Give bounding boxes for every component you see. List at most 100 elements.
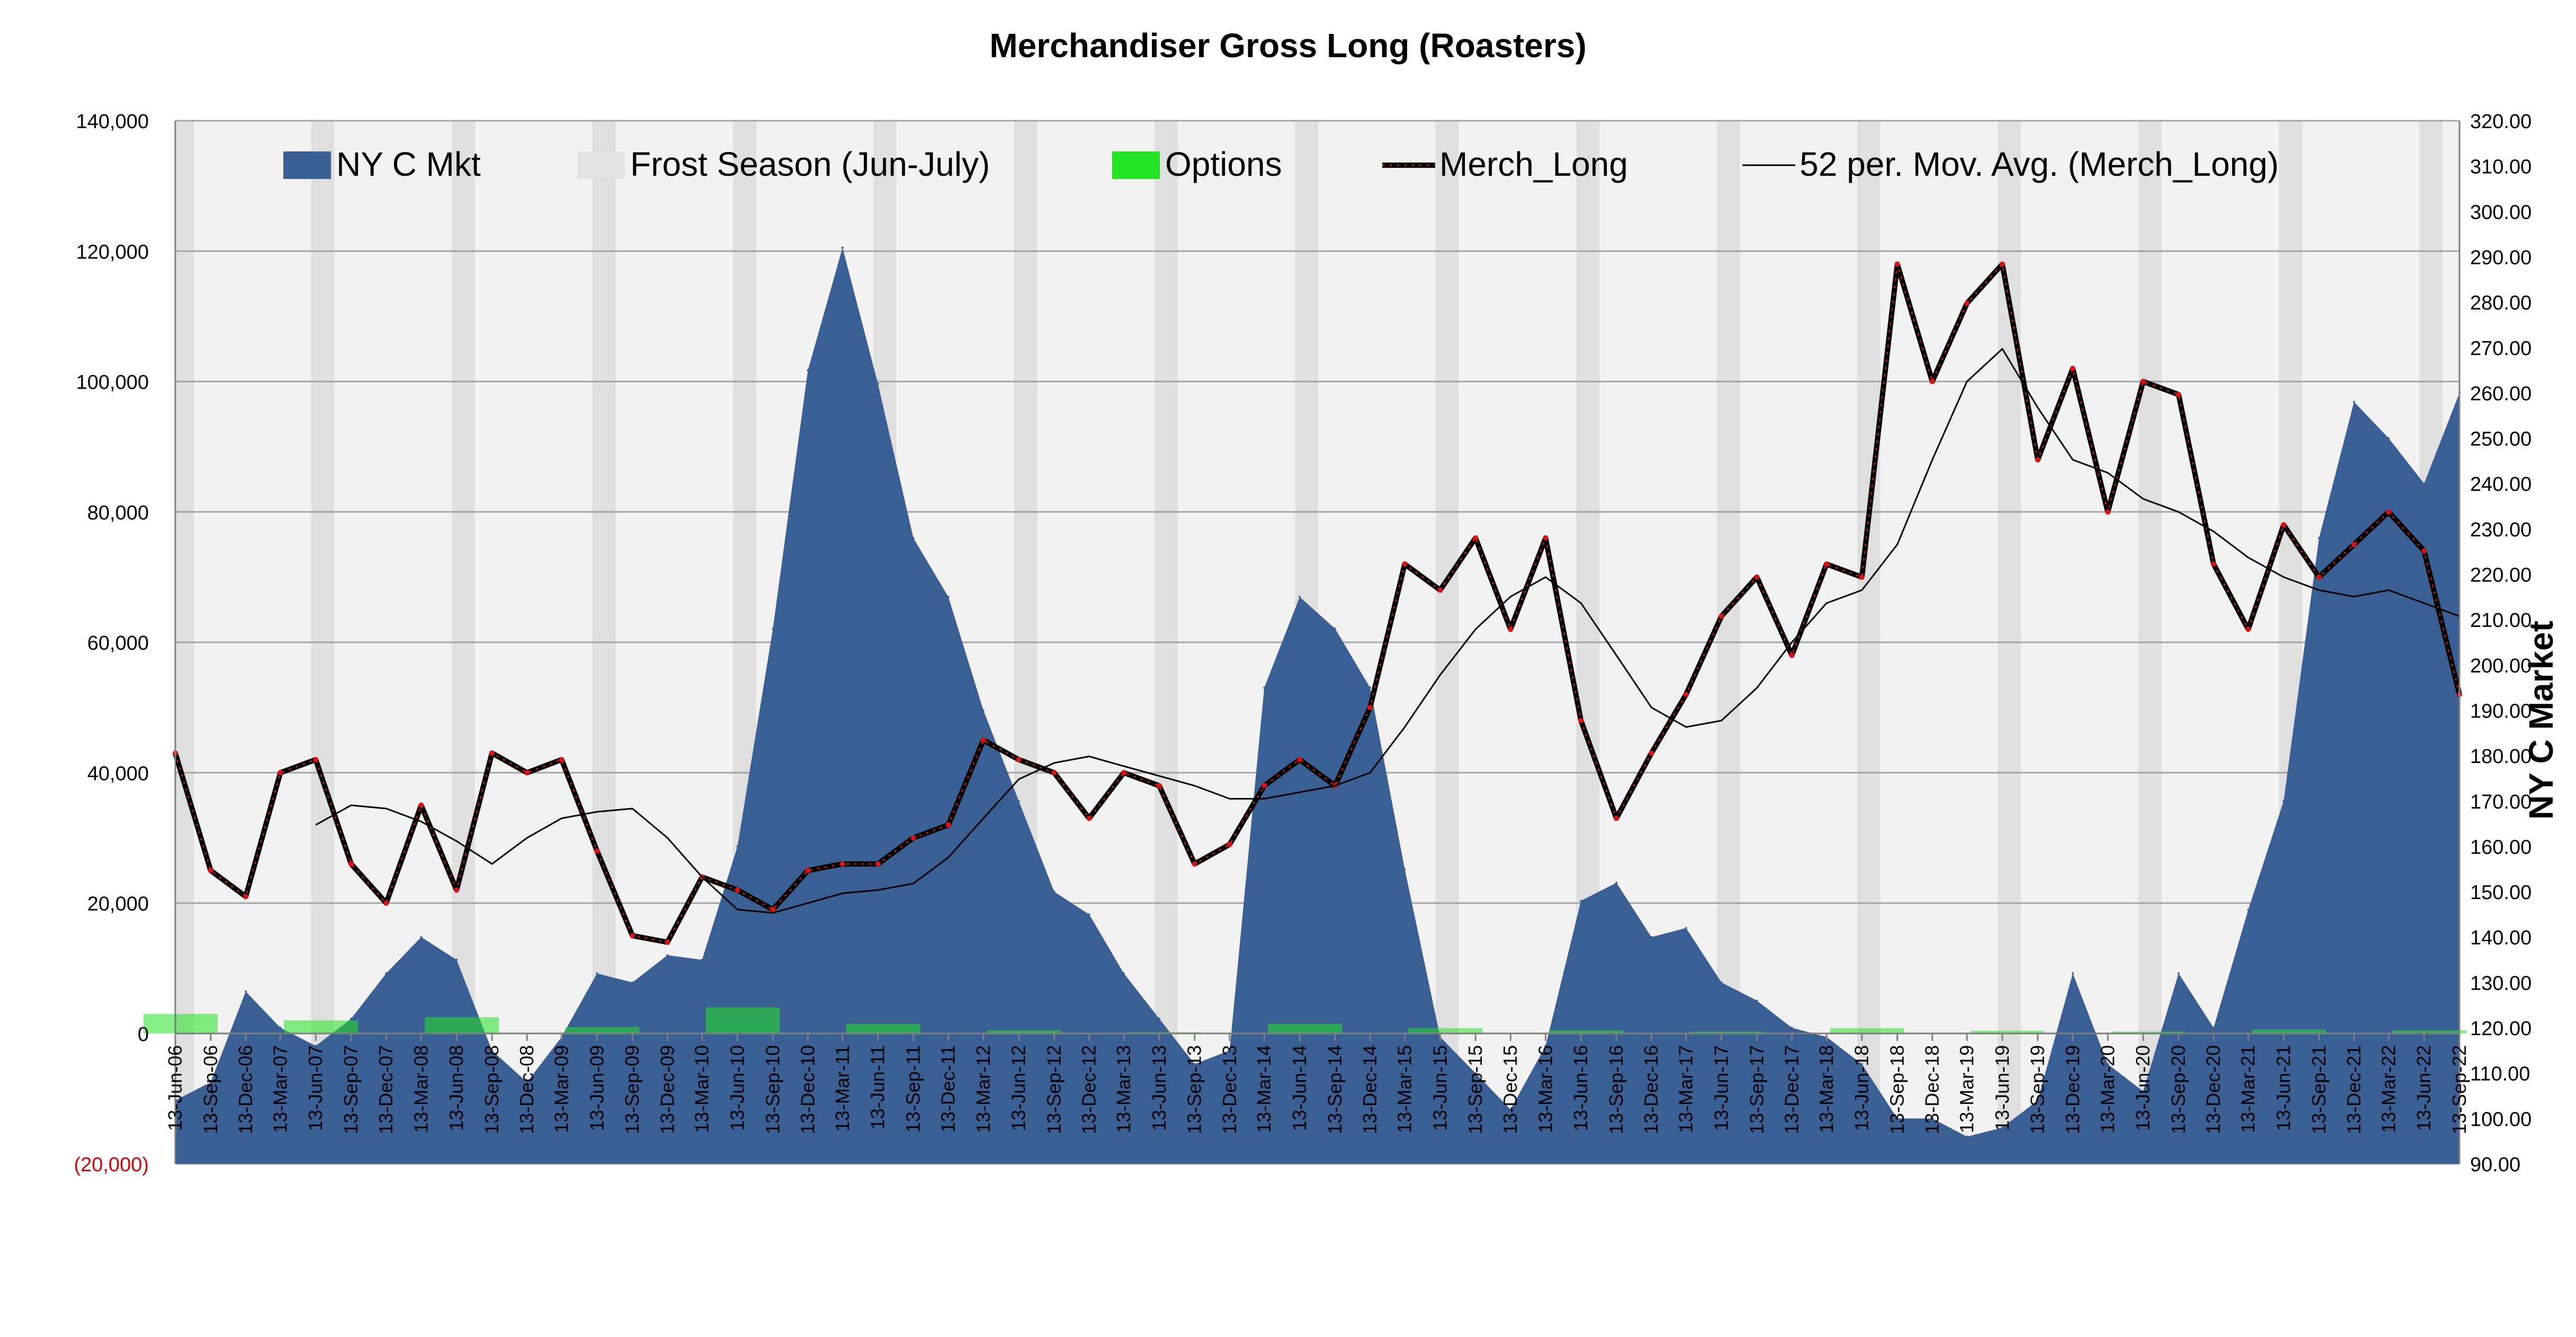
right-axis-tick-labels: 90.00 100.00 110.00 120.00 130.00 140.00 150.0… — [2470, 111, 2532, 1176]
x-tick-label: 13-Mar-14 — [1253, 1045, 1275, 1133]
x-tick-label: 13-Jun-13 — [1148, 1045, 1170, 1131]
x-tick-label: 13-Sep-11 — [902, 1045, 924, 1133]
ny-c-market-point — [350, 1017, 352, 1020]
ny-c-market-point — [736, 845, 739, 848]
x-tick-label: 13-Dec-12 — [1078, 1045, 1100, 1134]
ny-c-market-area — [175, 247, 2459, 1164]
x-tick-label: 13-Dec-11 — [937, 1045, 959, 1133]
options-bar — [284, 1020, 359, 1034]
ny-c-market-point — [772, 627, 774, 630]
ny-c-market-point — [1580, 900, 1582, 902]
merch-long-point — [559, 757, 565, 762]
merch-long-point — [1156, 783, 1162, 788]
merch-long-point — [735, 887, 740, 893]
ny-c-market-point — [1861, 1063, 1863, 1065]
merch-long-point — [2105, 509, 2110, 515]
ny-c-market-point — [1088, 913, 1090, 916]
x-tick-label: 13-Sep-13 — [1184, 1045, 1205, 1134]
x-tick-label: 13-Dec-10 — [797, 1045, 819, 1134]
left-tick-label: 0 — [138, 1024, 149, 1046]
x-tick-label: 13-Sep-08 — [481, 1045, 503, 1134]
ny-c-market-point — [2071, 972, 2074, 975]
merch-long-point — [1051, 770, 1057, 776]
x-tick-label: 13-Dec-09 — [656, 1045, 678, 1134]
merch-long-point — [2176, 392, 2181, 398]
right-tick-label: 160.00 — [2470, 836, 2532, 858]
options-area-layer — [144, 1007, 2467, 1034]
merch-long-point — [1929, 379, 1935, 384]
merch-long-point — [1016, 757, 1022, 762]
x-tick-label: 13-Mar-20 — [2097, 1045, 2118, 1133]
right-tick-label: 220.00 — [2470, 564, 2532, 587]
right-tick-label: 180.00 — [2470, 746, 2532, 768]
merch-long-point — [1121, 770, 1126, 776]
merch-long-point — [910, 835, 916, 841]
merch-long-point — [418, 802, 424, 808]
merch-long-point — [630, 933, 636, 939]
ny-c-market-point — [1299, 596, 1301, 598]
x-tick-label: 13-Jun-15 — [1429, 1045, 1451, 1131]
left-tick-label: 60,000 — [87, 632, 149, 654]
ny-c-market-point — [1685, 927, 1687, 929]
merch-long-point — [2316, 574, 2322, 580]
chart-title: Merchandiser Gross Long (Roasters) — [989, 26, 1586, 65]
merch-long-point — [489, 750, 495, 756]
ny-c-market-point — [2106, 1063, 2109, 1065]
options-bar — [2392, 1030, 2467, 1034]
x-tick-label: 13-Sep-07 — [340, 1045, 362, 1134]
moving-average-layer — [315, 347, 2460, 914]
merch-long-point — [1719, 613, 1724, 619]
ny-c-market-point — [596, 972, 598, 975]
x-tick-label: 13-Dec-13 — [1219, 1045, 1240, 1134]
merch-long-point — [980, 737, 986, 743]
ny-c-market-point — [1158, 1017, 1160, 1020]
merch-long-point — [243, 894, 248, 900]
ny-c-market-point — [2423, 482, 2426, 485]
merch-long-point — [594, 848, 600, 854]
x-tick-label: 13-Dec-07 — [375, 1045, 397, 1134]
x-tick-label: 13-Dec-18 — [1921, 1045, 1943, 1134]
x-tick-label: 13-Sep-12 — [1043, 1045, 1065, 1134]
ny-c-market-point — [1544, 1045, 1547, 1047]
options-bar — [705, 1007, 780, 1034]
merch-long-point — [1578, 717, 1584, 723]
merch-long-point — [1964, 300, 1970, 306]
legend-label: 52 per. Mov. Avg. (Merch_Long) — [1800, 145, 2279, 183]
x-tick-label: 13-Dec-20 — [2203, 1045, 2224, 1134]
left-tick-label: 140,000 — [76, 111, 149, 133]
x-tick-label: 13-Sep-16 — [1605, 1045, 1627, 1134]
legend-swatch — [577, 151, 625, 179]
left-tick-label: 40,000 — [87, 762, 149, 785]
ny-c-market-area-layer — [174, 246, 2461, 1164]
merch-long-point — [2351, 542, 2357, 548]
merch-long-point — [208, 867, 213, 873]
x-tick-label: 13-Mar-19 — [1956, 1045, 1978, 1133]
x-tick-label: 13-Jun-10 — [727, 1045, 748, 1131]
merch-long-point — [1297, 757, 1303, 762]
ny-c-market-point — [279, 1027, 282, 1029]
merch-long-point — [1473, 535, 1479, 541]
legend: NY C Mkt Frost Season (Jun-July) Options Me… — [283, 145, 2279, 183]
merch-long-point — [2421, 548, 2427, 554]
ny-c-market-point — [245, 990, 247, 993]
right-tick-label: 150.00 — [2470, 882, 2532, 904]
x-tick-label: 13-Mar-15 — [1393, 1045, 1415, 1133]
merch-long-point — [348, 861, 354, 867]
ny-c-market-point — [666, 954, 669, 956]
right-tick-label: 290.00 — [2470, 247, 2532, 269]
right-tick-label: 120.00 — [2470, 1018, 2532, 1040]
ny-c-market-point — [1931, 1117, 1934, 1120]
options-bar — [425, 1017, 499, 1034]
x-tick-label: 13-Jun-22 — [2413, 1045, 2435, 1131]
x-tick-label: 13-Mar-10 — [691, 1045, 713, 1133]
legend-label: Options — [1165, 145, 1282, 183]
ny-c-market-point — [420, 936, 423, 938]
ny-c-market-point — [1263, 686, 1266, 689]
right-tick-label: 210.00 — [2470, 609, 2532, 632]
x-tick-label: 13-Sep-21 — [2308, 1045, 2330, 1134]
ny-c-market-point — [1017, 800, 1020, 802]
ny-c-market-point — [1509, 1108, 1512, 1111]
merch-long-point — [2035, 457, 2041, 463]
x-tick-label: 13-Mar-21 — [2237, 1045, 2259, 1133]
